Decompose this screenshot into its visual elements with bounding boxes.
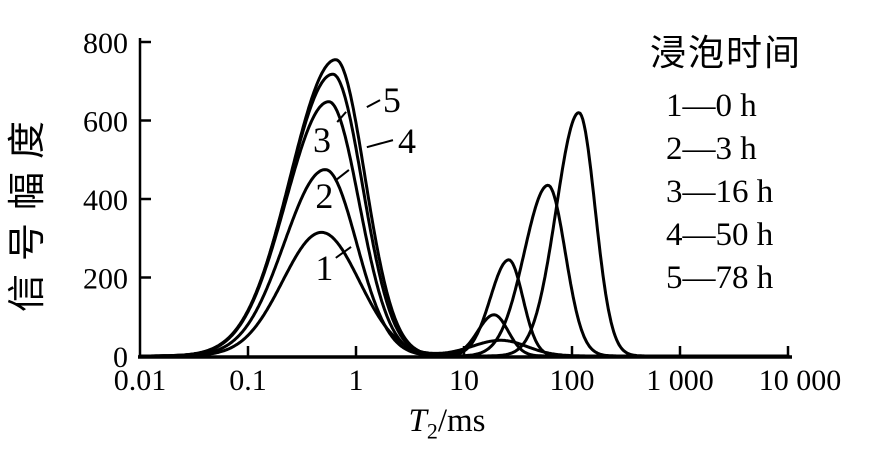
x-tick-label-0.1: 0.1 [229, 364, 267, 397]
y-tick-label-0: 0 [113, 341, 128, 374]
curve-label-leader-4 [366, 139, 394, 149]
x-axis-title-unit: /ms [437, 403, 486, 439]
x-axis-title: T2/ms [347, 403, 547, 442]
legend-entry-5: 5—78 h [666, 260, 774, 296]
legend-entry-3: 3—16 h [666, 174, 774, 210]
x-tick-label-1 000: 1 000 [646, 364, 714, 397]
legend: 浸泡时间 1—0 h 2—3 h 3—16 h 4—50 h 5—78 h [650, 24, 802, 300]
x-tick-label-10: 10 [449, 364, 479, 397]
curve-label-4: 4 [398, 121, 416, 161]
y-tick-label-600: 600 [83, 106, 128, 139]
x-tick-label-0.01: 0.01 [114, 364, 167, 397]
curve-label-leader-5 [366, 99, 381, 109]
curve-label-leader-1 [335, 246, 352, 259]
x-axis-title-subscript: 2 [426, 418, 438, 444]
x-tick-label-100: 100 [550, 364, 595, 397]
y-tick-label-400: 400 [83, 184, 128, 217]
y-tick-label-200: 200 [83, 263, 128, 296]
legend-entry-2: 2—3 h [666, 131, 757, 167]
legend-entry-4: 4—50 h [666, 217, 774, 253]
legend-entries: 1—0 h 2—3 h 3—16 h 4—50 h 5—78 h [650, 85, 802, 300]
curve-label-leader-2 [335, 169, 350, 181]
x-tick-label-10 000: 10 000 [759, 364, 842, 397]
y-axis-title: 信号幅度 [7, 108, 49, 313]
legend-entry-1: 1—0 h [666, 88, 757, 124]
curve-label-leader-3 [336, 111, 347, 123]
curve-5 [138, 58, 790, 358]
legend-title: 浸泡时间 [650, 33, 803, 73]
curve-label-1: 1 [315, 248, 333, 288]
curve-label-5: 5 [383, 80, 401, 120]
curve-label-3: 3 [313, 120, 331, 160]
curve-label-2: 2 [315, 176, 333, 216]
x-axis-title-variable: T [408, 403, 427, 439]
x-tick-label-1: 1 [349, 364, 364, 397]
y-tick-label-800: 800 [83, 27, 128, 60]
